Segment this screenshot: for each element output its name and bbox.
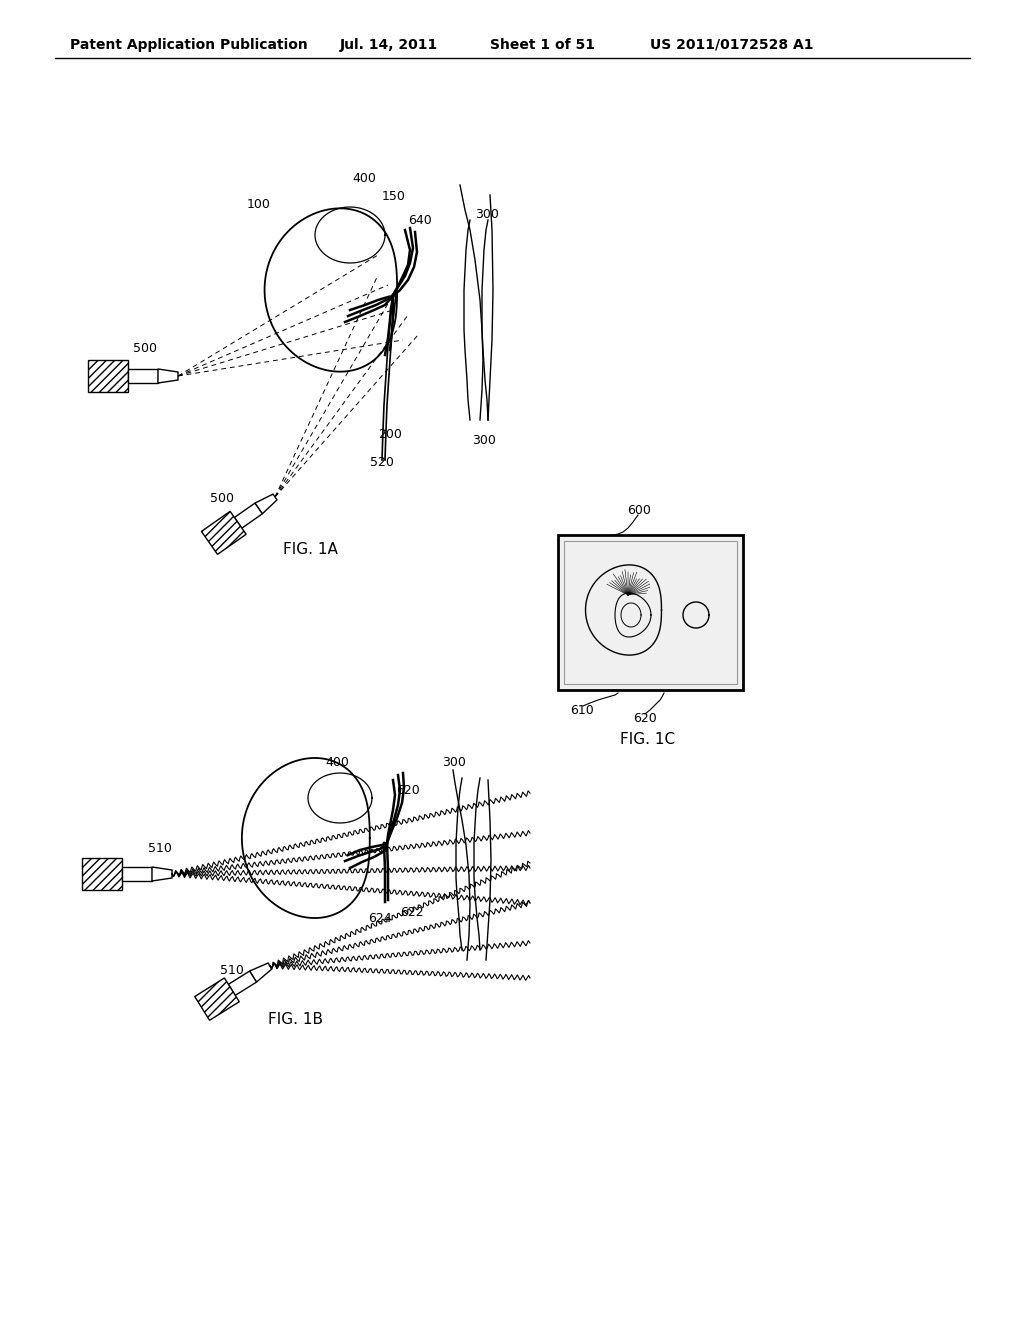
Polygon shape <box>234 503 262 528</box>
Polygon shape <box>88 360 128 392</box>
Polygon shape <box>228 972 256 995</box>
Text: 300: 300 <box>475 209 499 222</box>
Text: FIG. 1C: FIG. 1C <box>621 733 676 747</box>
Polygon shape <box>250 964 271 982</box>
Text: 510: 510 <box>148 842 172 854</box>
Text: 150: 150 <box>382 190 406 202</box>
Text: 200: 200 <box>378 428 401 441</box>
Text: Jul. 14, 2011: Jul. 14, 2011 <box>340 38 438 51</box>
Text: 510: 510 <box>220 964 244 977</box>
Text: FIG. 1A: FIG. 1A <box>283 543 338 557</box>
Text: 500: 500 <box>133 342 157 355</box>
Text: 640: 640 <box>408 214 432 227</box>
Polygon shape <box>195 978 240 1020</box>
Polygon shape <box>82 858 122 890</box>
Text: 622: 622 <box>400 906 424 919</box>
Text: 500: 500 <box>210 491 234 504</box>
Polygon shape <box>202 511 246 554</box>
Polygon shape <box>128 370 158 383</box>
Polygon shape <box>152 867 172 880</box>
Text: 620: 620 <box>396 784 420 796</box>
Text: 400: 400 <box>325 755 349 768</box>
Polygon shape <box>122 867 152 880</box>
Text: 624: 624 <box>368 912 391 924</box>
Text: 300: 300 <box>442 755 466 768</box>
Text: 610: 610 <box>570 704 594 717</box>
Text: Sheet 1 of 51: Sheet 1 of 51 <box>490 38 595 51</box>
Text: FIG. 1B: FIG. 1B <box>267 1012 323 1027</box>
Text: 600: 600 <box>627 503 651 516</box>
Text: 400: 400 <box>352 172 376 185</box>
Polygon shape <box>558 535 743 690</box>
Text: 520: 520 <box>370 455 394 469</box>
Text: US 2011/0172528 A1: US 2011/0172528 A1 <box>650 38 813 51</box>
Text: 300: 300 <box>472 433 496 446</box>
Text: Patent Application Publication: Patent Application Publication <box>70 38 308 51</box>
Text: 100: 100 <box>247 198 271 210</box>
Text: 620: 620 <box>633 711 656 725</box>
Polygon shape <box>158 370 178 383</box>
Polygon shape <box>255 494 278 513</box>
